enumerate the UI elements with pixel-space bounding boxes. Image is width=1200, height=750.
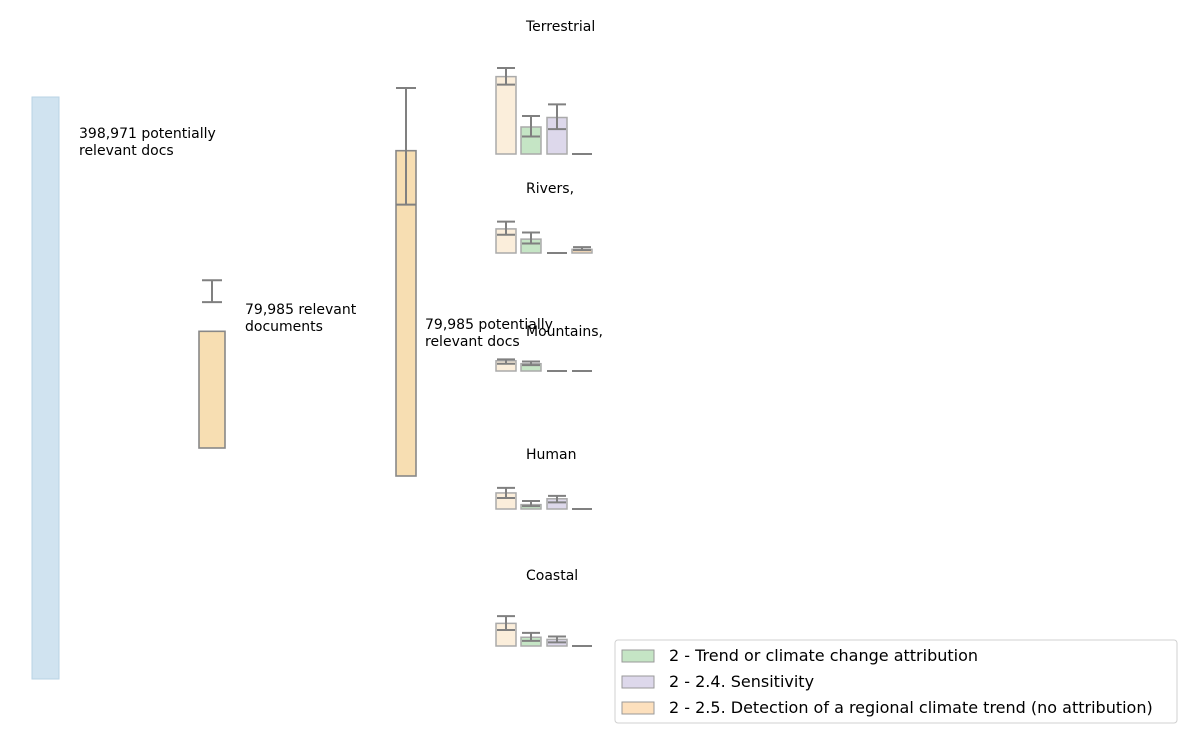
legend-label-detection: 2 - 2.5. Detection of a regional climate… (669, 698, 1153, 717)
funnel-label-relevant: 79,985 relevant documents (245, 302, 357, 335)
legend-label-sensitivity: 2 - 2.4. Sensitivity (669, 672, 814, 691)
group-4-label: Coastal (526, 568, 578, 584)
legend-box (614, 639, 1178, 724)
funnel-bar-relevant (198, 330, 226, 449)
group-0-bar-detection_group (495, 75, 517, 155)
legend: 2 - Trend or climate change attribution 2… (614, 639, 1178, 724)
funnel-label-total: 398,971 potentially relevant docs (79, 126, 216, 159)
group-2-label: Mountains, (526, 324, 603, 340)
group-3-label: Human (526, 447, 577, 463)
legend-swatch-detection (621, 701, 655, 715)
legend-label-trend: 2 - Trend or climate change attribution (669, 646, 978, 665)
legend-swatch-sensitivity (621, 675, 655, 689)
funnel-label-potential: 79,985 potentially relevant docs (425, 317, 553, 350)
group-0-label: Terrestrial (525, 19, 595, 35)
funnel-bar-total (31, 96, 60, 680)
chart-marks: 398,971 potentially relevant docs 79,985 r… (31, 19, 603, 680)
legend-swatch-trend (621, 649, 655, 663)
group-1-label: Rivers, (526, 181, 574, 197)
